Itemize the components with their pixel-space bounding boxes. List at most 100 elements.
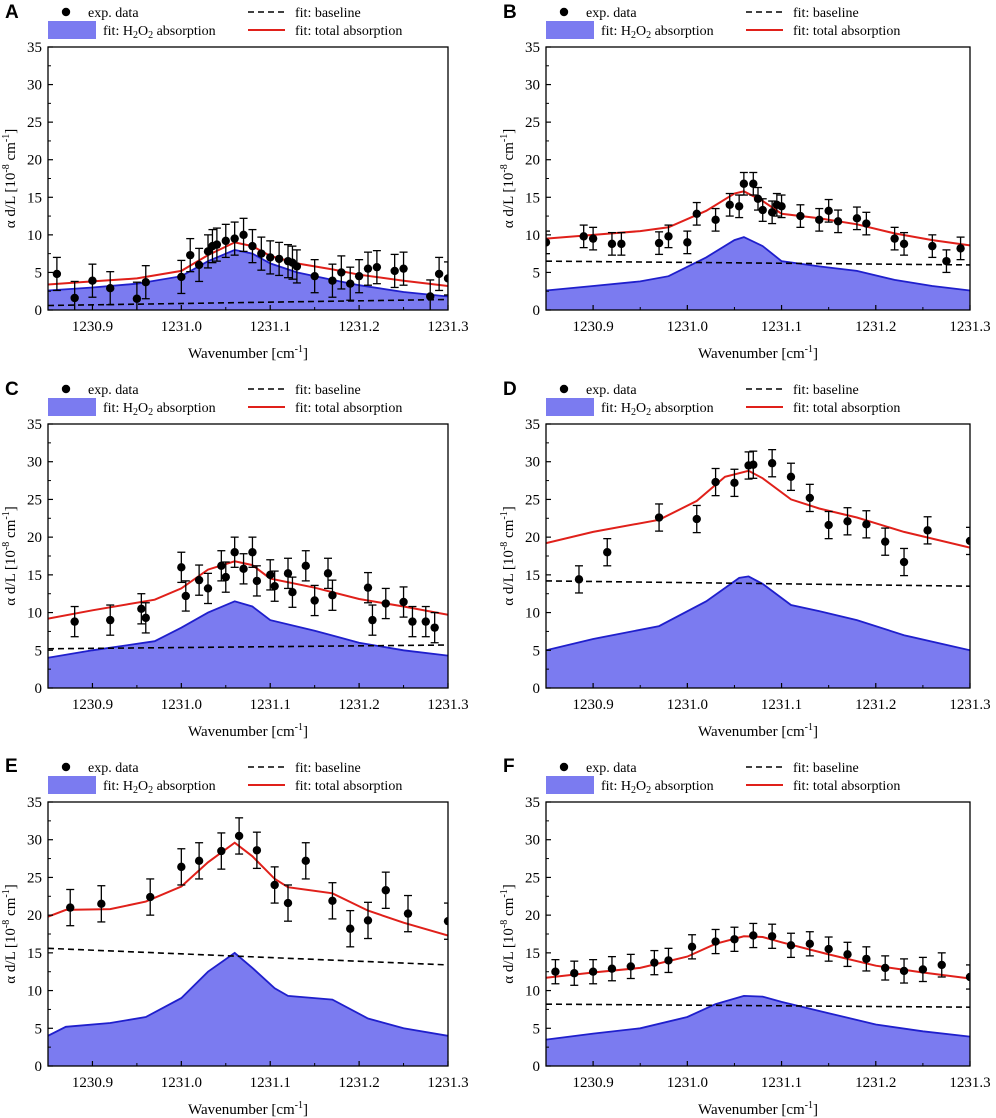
legend-h2o2-swatch [546,776,594,794]
y-tick-label: 35 [27,795,42,811]
data-point [796,204,805,228]
data-marker [146,892,155,902]
data-point [88,263,97,298]
data-marker [337,268,346,277]
y-tick-label: 20 [27,530,42,546]
data-point [570,960,579,986]
data-point [588,226,598,251]
data-marker [368,615,377,625]
data-point [390,253,399,289]
data-point [292,249,302,284]
data-point [146,878,155,916]
data-point [730,926,739,952]
data-point [283,557,293,590]
data-point [899,958,909,984]
data-marker [617,239,626,249]
x-axis-label: Wavenumber [cm-1] [698,1100,818,1118]
data-point [443,261,448,296]
legend: exp. data fit: baseline fit: H2O2 absorpti… [546,383,900,418]
data-marker [852,214,862,223]
data-point [328,882,337,920]
y-tick-label: 30 [525,78,540,94]
legend-total-label: fit: total absorption [793,779,900,794]
data-marker [66,903,75,912]
data-marker [399,264,408,273]
data-marker [363,916,373,925]
y-tick-label: 25 [27,492,42,508]
data-marker [603,548,612,557]
data-marker [843,517,852,526]
absorption-area [48,249,448,310]
data-point [283,884,293,922]
data-point [650,949,659,976]
data-point [664,947,673,974]
data-marker [881,537,890,546]
data-marker [248,548,257,557]
data-point [346,266,355,301]
data-marker [354,271,364,281]
baseline-line [48,947,448,966]
data-marker [408,617,417,626]
x-tick-label: 1231.2 [855,697,896,713]
data-marker [252,846,262,855]
y-tick-label: 25 [525,870,540,886]
x-tick-label: 1231.3 [949,697,990,713]
x-tick-label: 1230.9 [572,697,613,713]
data-marker [97,899,106,909]
data-point [579,224,588,249]
data-point [956,236,965,261]
absorption-edge [546,236,970,292]
data-point [203,572,213,605]
data-marker [626,962,635,971]
x-tick-label: 1231.0 [667,697,708,713]
x-tick-label: 1231.0 [667,319,708,335]
legend-baseline-label: fit: baseline [295,761,361,776]
data-marker [683,238,692,247]
x-axis-label: Wavenumber [cm-1] [698,344,818,362]
data-marker [177,862,186,872]
legend-h2o2-label: fit: H2O2 absorption [103,24,216,41]
data-marker [942,256,951,266]
x-tick-label: 1231.1 [250,1075,291,1091]
data-marker [664,232,673,241]
data-marker [890,234,899,243]
y-axis-label: α d/L [10-8 cm-1] [1,129,19,228]
y-tick-label: 30 [27,833,42,849]
x-tick-label: 1231.1 [761,697,802,713]
data-point [186,237,195,273]
x-tick-label: 1231.2 [338,697,379,713]
y-tick-label: 20 [525,908,540,924]
data-marker [758,205,767,215]
x-tick-label: 1231.2 [855,1075,896,1091]
plot-area [546,448,970,688]
data-marker [181,591,190,601]
data-point [588,958,598,985]
legend-exp-label: exp. data [88,761,139,776]
data-point [805,931,815,957]
legend: exp. data fit: baseline fit: H2O2 absorpti… [546,761,900,796]
data-point [443,902,448,940]
x-tick-label: 1230.9 [572,319,613,335]
data-point [177,259,186,295]
data-marker [711,937,720,946]
data-point [203,234,213,269]
data-point [230,536,239,568]
legend: exp. data fit: baseline fit: H2O2 absorpti… [48,383,402,418]
data-point [918,956,928,983]
x-tick-label: 1230.9 [572,1075,613,1091]
data-point [70,605,79,638]
absorption-edge [48,600,448,659]
data-point [654,231,664,256]
y-tick-label: 20 [525,153,540,169]
data-point [310,584,319,617]
x-tick-label: 1230.9 [72,1075,113,1091]
y-tick-label: 0 [35,681,43,697]
data-point [194,842,204,880]
data-marker [217,561,226,571]
data-marker [328,276,337,285]
y-tick-label: 15 [525,568,540,584]
